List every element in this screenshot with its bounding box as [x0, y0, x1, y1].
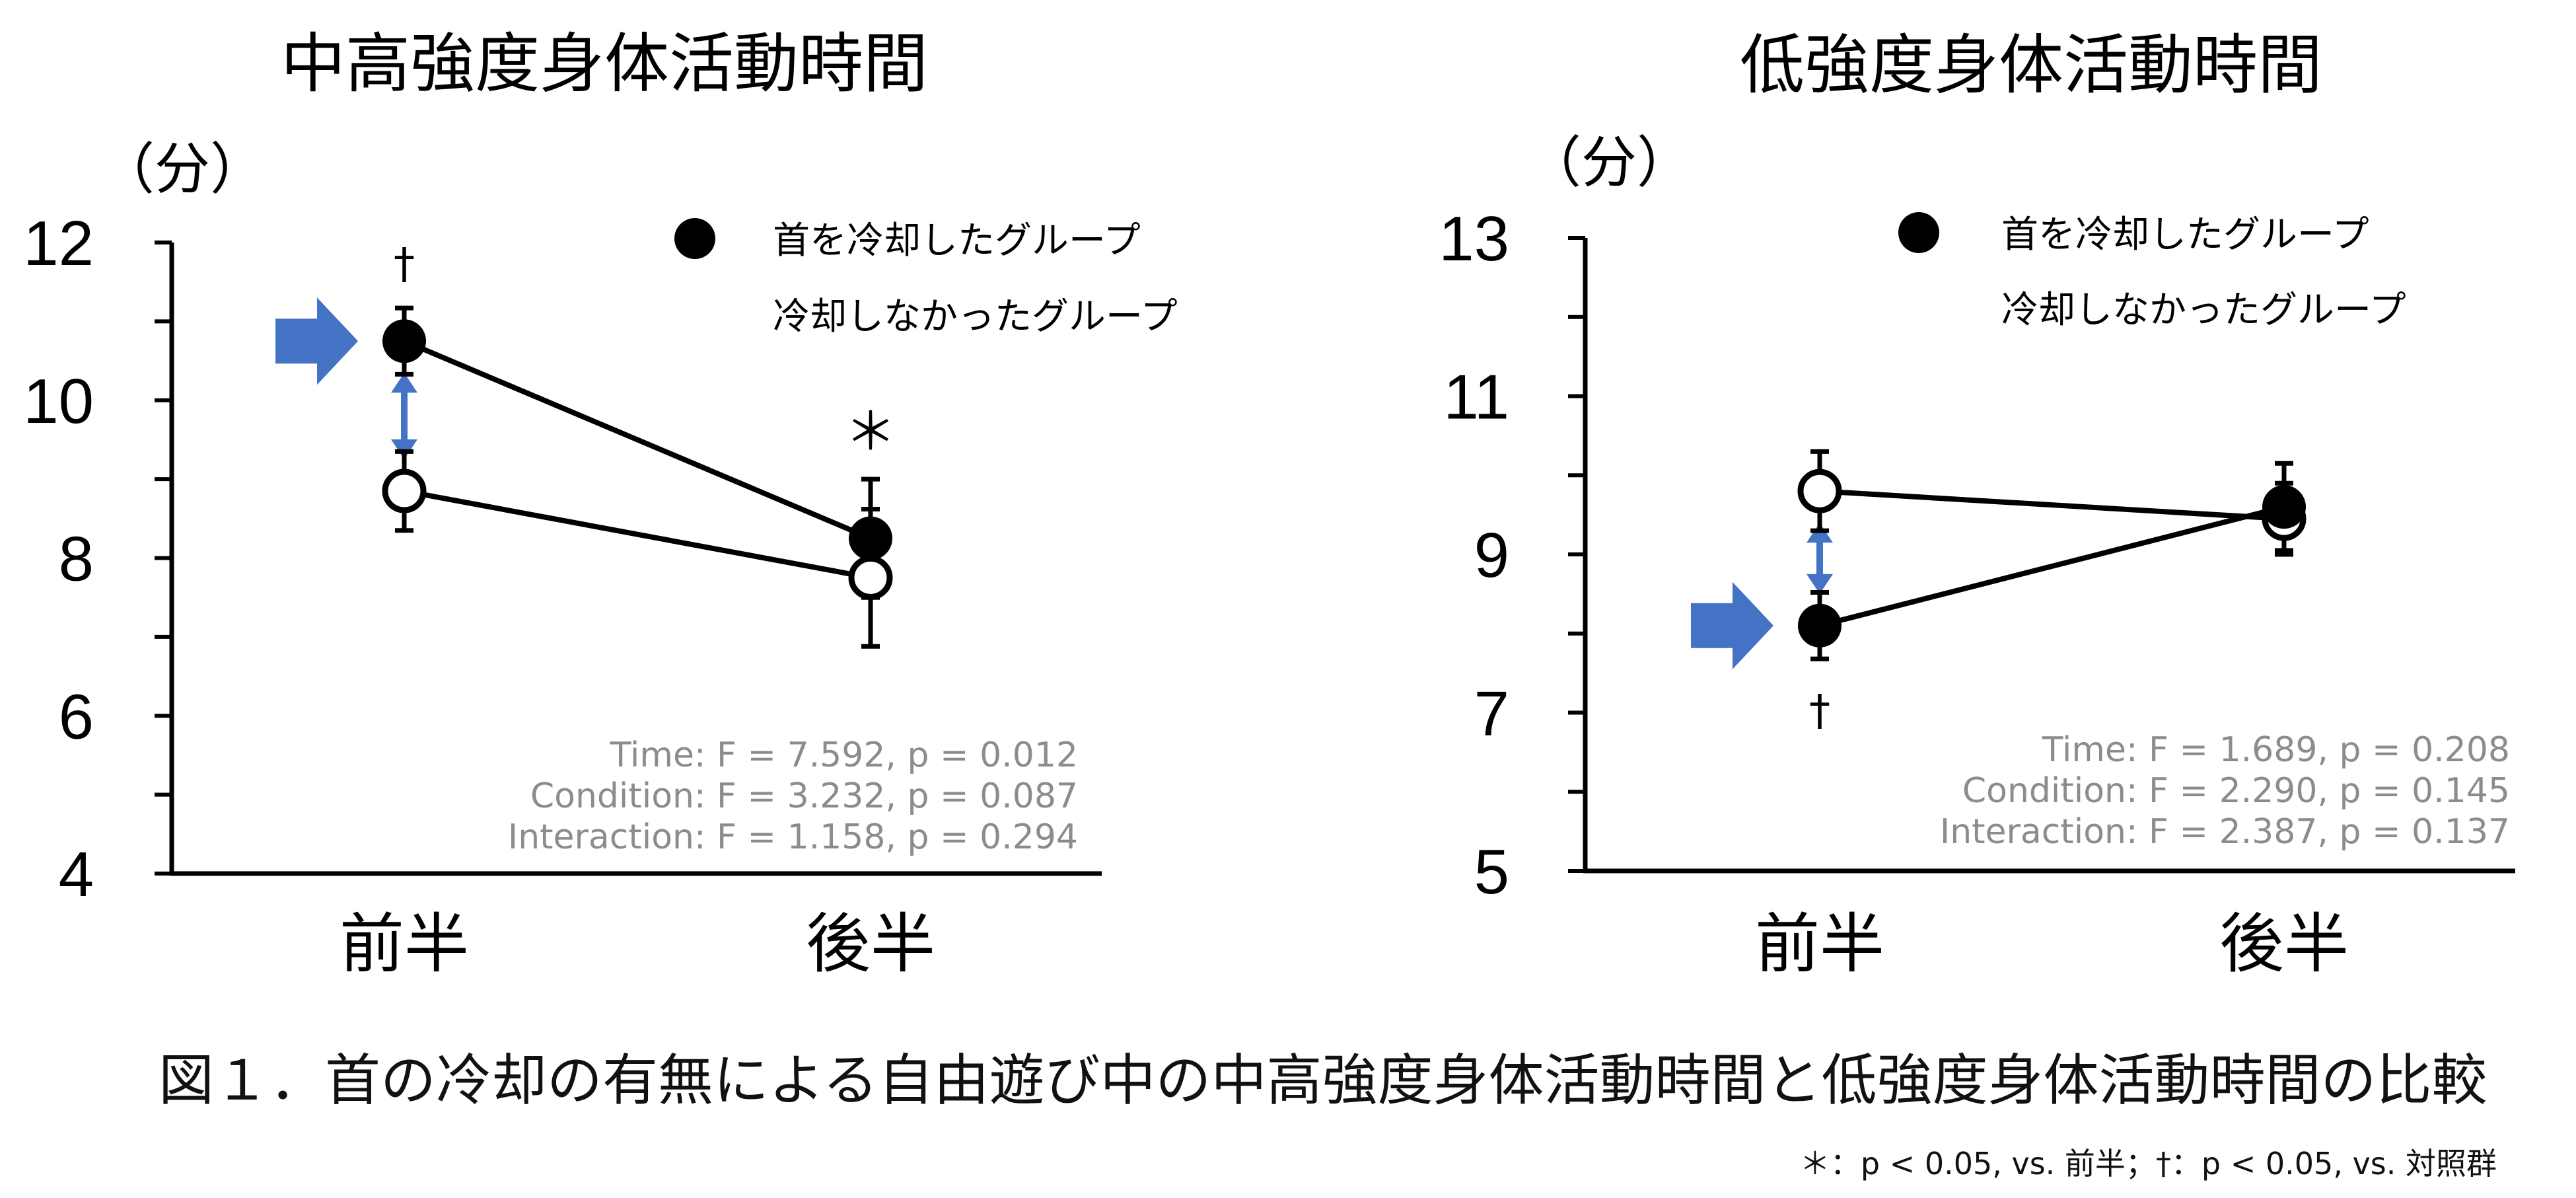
chart2-highlight-arrow — [1691, 581, 1773, 669]
chart1-difference-arrow-head — [391, 373, 417, 393]
chart2-legend-marker-cooled — [1898, 212, 1939, 253]
chart2-stats-line: Condition: F = 2.290, p = 0.145 — [1962, 771, 2510, 811]
chart1-y-tick-label: 8 — [59, 524, 94, 595]
chart1-x-category-label: 前半 — [340, 907, 469, 982]
significance-footnote: ＊：p < 0.05, vs. 前半；†：p < 0.05, vs. 対照群 — [1799, 1146, 2497, 1181]
chart2-legend-label: 首を冷却したグループ — [2001, 213, 2369, 256]
chart1-point-cooled — [382, 319, 426, 363]
chart2-series-line — [1819, 488, 2285, 522]
chart1-y-tick-label: 12 — [23, 208, 94, 279]
chart2-y-axis-unit: （分） — [1526, 130, 1692, 195]
chart2-y-tick-label: 5 — [1474, 837, 1509, 907]
chart2-y-tick-label: 11 — [1443, 362, 1509, 433]
chart1-legend-label: 首を冷却したグループ — [773, 219, 1141, 262]
chart1-series-line — [403, 338, 872, 541]
chart1-series-line — [404, 488, 871, 581]
chart1-stats-line: Time: F = 7.592, p = 0.012 — [610, 735, 1078, 775]
figure-caption: 図１．首の冷却の有無による自由遊び中の中高強度身体活動時間と低強度身体活動時間の… — [159, 1048, 2487, 1113]
chart1-significance-mark: ＊ — [845, 402, 896, 462]
chart2-y-tick-label: 9 — [1474, 520, 1509, 591]
chart2-stats-line: Time: F = 1.689, p = 0.208 — [2042, 730, 2510, 770]
chart1-x-category-label: 後半 — [806, 907, 935, 982]
chart2-y-tick-label: 13 — [1439, 204, 1509, 274]
chart2-y-tick-label: 7 — [1474, 679, 1509, 749]
chart2-title: 低強度身体活動時間 — [1740, 28, 2322, 103]
chart2-point-not-cooled — [1797, 468, 1842, 513]
chart2-stats-line: Interaction: F = 2.387, p = 0.137 — [1940, 812, 2510, 852]
chart1-point-cooled — [849, 516, 892, 560]
chart1-y-tick-label: 6 — [59, 681, 94, 752]
chart1-y-axis-unit: （分） — [99, 137, 266, 202]
chart1-highlight-arrow — [275, 297, 358, 385]
chart1-point-not-cooled — [848, 555, 893, 600]
chart2-x-category-label: 後半 — [2219, 907, 2349, 982]
chart2-point-cooled — [2262, 485, 2306, 529]
chart2-series-line — [1819, 504, 2285, 628]
chart1-legend-label: 冷却しなかったグループ — [773, 295, 1178, 338]
chart1-title: 中高強度身体活動時間 — [281, 26, 928, 102]
chart1-y-tick-label: 10 — [23, 366, 94, 437]
chart2-significance-mark: † — [1809, 687, 1830, 735]
chart2-legend-label: 冷却しなかったグループ — [2001, 289, 2406, 332]
chart1-legend-marker-cooled — [674, 218, 715, 259]
chart1-stats-line: Interaction: F = 1.158, p = 0.294 — [508, 817, 1078, 857]
chart1-point-not-cooled — [382, 468, 427, 513]
chart1-y-tick-label: 4 — [59, 839, 94, 910]
chart2-x-category-label: 前半 — [1755, 907, 1884, 982]
chart2-point-cooled — [1798, 603, 1842, 648]
chart1-significance-mark: † — [394, 240, 415, 289]
chart1-stats-line: Condition: F = 3.232, p = 0.087 — [530, 776, 1078, 816]
chart2-difference-arrow-head — [1807, 574, 1833, 594]
